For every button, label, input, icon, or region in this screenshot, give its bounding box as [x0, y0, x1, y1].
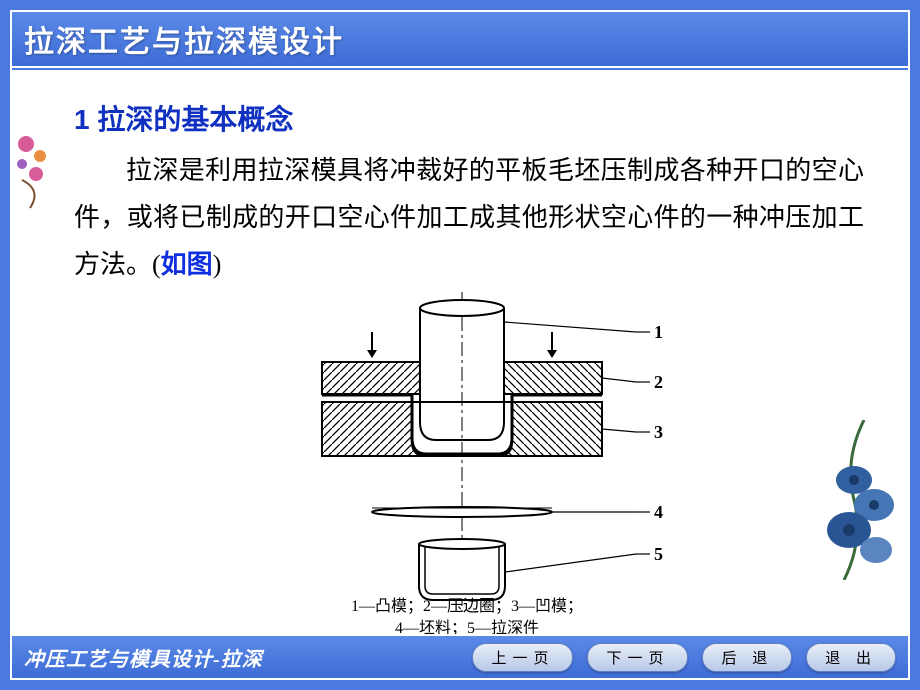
svg-text:3: 3	[654, 422, 663, 442]
section-number: 1	[74, 104, 90, 135]
svg-text:1: 1	[654, 322, 663, 342]
diagram-caption-1: 1—凸模；2—压边圈；3—凹模；	[292, 592, 642, 616]
svg-text:4: 4	[654, 502, 663, 522]
section-heading: 1 拉深的基本概念	[74, 98, 293, 138]
footer-bar: 冲压工艺与模具设计-拉深 上一页 下一页 后 退 退 出	[12, 634, 908, 678]
body-post: )	[213, 250, 222, 279]
figure-link[interactable]: 如图	[161, 250, 213, 279]
title-bar: 拉深工艺与拉深模设计	[12, 12, 908, 68]
svg-text:5: 5	[654, 544, 663, 564]
next-page-button[interactable]: 下一页	[587, 643, 688, 672]
slide-title: 拉深工艺与拉深模设计	[24, 17, 344, 61]
svg-text:2: 2	[654, 372, 663, 392]
decoration-bottom-right	[814, 420, 904, 580]
back-button[interactable]: 后 退	[702, 643, 792, 672]
body-paragraph: 拉深是利用拉深模具将冲裁好的平板毛坯压制成各种开口的空心件，或将已制成的开口空心…	[74, 148, 864, 288]
exit-button[interactable]: 退 出	[806, 643, 896, 672]
section-title-text: 拉深的基本概念	[97, 104, 293, 135]
decoration-top-left	[12, 130, 62, 210]
content-area: 1 拉深的基本概念 拉深是利用拉深模具将冲裁好的平板毛坯压制成各种开口的空心件，…	[12, 70, 908, 636]
drawing-diagram: 1 2 3 4 5	[252, 292, 672, 632]
prev-page-button[interactable]: 上一页	[472, 643, 573, 672]
footer-title: 冲压工艺与模具设计-拉深	[24, 643, 458, 672]
